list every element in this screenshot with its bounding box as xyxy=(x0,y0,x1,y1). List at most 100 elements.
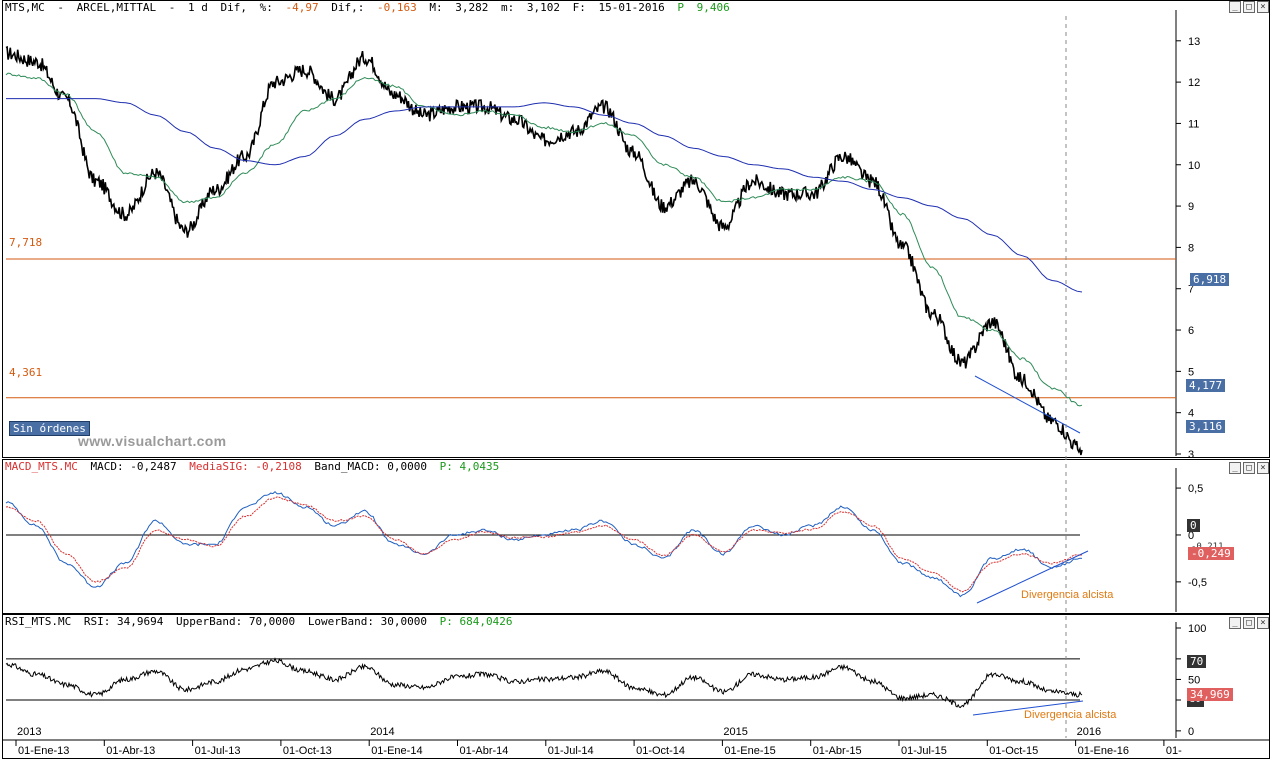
macd-trendline xyxy=(976,550,1089,604)
max-label: M: xyxy=(429,1,443,14)
macd-name: MACD_MTS.MC xyxy=(5,460,78,473)
year-label: 2013 xyxy=(17,726,41,738)
pct-value: -4,97 xyxy=(285,1,319,14)
x-tick-label: 01-Abr-15 xyxy=(813,745,862,757)
minimize-button[interactable]: _ xyxy=(1229,1,1241,13)
rsi-maximize-button[interactable]: □ xyxy=(1243,617,1255,629)
macd-panel[interactable]: MACD_MTS.MC MACD: -0,2487 MediaSIG: -0,2… xyxy=(2,459,1270,614)
y-tick-label: 5 xyxy=(1188,366,1194,378)
level-low-label: 4,361 xyxy=(9,366,43,379)
series-line xyxy=(5,657,1083,709)
series-line xyxy=(5,491,1083,598)
y-tick-label: 10 xyxy=(1188,160,1200,172)
series-line xyxy=(5,496,1083,593)
maximize-button[interactable]: □ xyxy=(1243,1,1255,13)
price-panel[interactable]: MTS,MC - ARCEL,MITTAL - 1 d Dif, %: -4,9… xyxy=(2,0,1270,458)
x-tick-label: 01-Jul-14 xyxy=(548,745,594,757)
p-value: 9,406 xyxy=(696,1,730,14)
interval: 1 d xyxy=(187,1,208,14)
macd-close-button[interactable]: × xyxy=(1257,462,1269,474)
x-tick-label: 01-Abr-13 xyxy=(106,745,155,757)
series-line xyxy=(5,72,1083,407)
y-tick-label: 4 xyxy=(1188,408,1194,420)
x-tick-label: 01-Ene-15 xyxy=(724,745,775,757)
dif2-value: -0,163 xyxy=(376,1,417,14)
rsi-lower: LowerBand: 30,0000 xyxy=(307,615,428,628)
x-tick-label: 01-Oct-14 xyxy=(636,745,685,757)
year-label: 2015 xyxy=(723,726,747,738)
x-tick-label: 01-Abr-14 xyxy=(460,745,509,757)
rsi-minimize-button[interactable]: _ xyxy=(1229,617,1241,629)
y-tick-label: 0 xyxy=(1188,726,1194,738)
macd-divergence-annotation: Divergencia alcista xyxy=(1021,589,1114,601)
max-value: 3,282 xyxy=(455,1,489,14)
x-tick-label: 01-Oct-13 xyxy=(283,745,332,757)
y-tick-label: 7 xyxy=(1188,284,1194,296)
macd-p: P: 4,0435 xyxy=(439,460,500,473)
x-tick-label: 01-Jul-15 xyxy=(901,745,947,757)
y-tick-label: 0 xyxy=(1188,530,1194,542)
tag-ma200: 6,918 xyxy=(1190,273,1230,286)
dif2-label: Dif,: xyxy=(331,1,365,14)
y-tick-label: -0,5 xyxy=(1188,577,1207,589)
x-tick-label: 01-Ene-14 xyxy=(371,745,422,757)
date-value: 15-01-2016 xyxy=(598,1,665,14)
y-tick-label: 3 xyxy=(1188,449,1194,461)
y-tick-label: 100 xyxy=(1188,623,1206,635)
rsi-header: RSI_MTS.MC RSI: 34,9694 UpperBand: 70,00… xyxy=(3,615,519,629)
rsi-upper: UpperBand: 70,0000 xyxy=(175,615,296,628)
watermark: www.visualchart.com xyxy=(78,433,227,449)
tag-macd-val: -0,249 xyxy=(1188,547,1234,560)
dif-label: Dif, xyxy=(220,1,247,14)
sin-ordenes-button[interactable]: Sin órdenes xyxy=(9,421,90,436)
x-tick-label: 01-Ene-13 xyxy=(18,745,69,757)
year-label: 2016 xyxy=(1077,726,1101,738)
date-label: F: xyxy=(572,1,586,14)
rsi-trendline xyxy=(972,700,1084,716)
y-tick-label: 6 xyxy=(1188,325,1194,337)
pct-label: %: xyxy=(259,1,273,14)
macd-value: MACD: -0,2487 xyxy=(90,460,177,473)
rsi-divergence-annotation: Divergencia alcista xyxy=(1024,709,1117,721)
x-tick-label: 01- xyxy=(1166,745,1182,757)
tag-macd-zero: 0 xyxy=(1187,519,1200,532)
y-tick-label: 0,5 xyxy=(1188,483,1203,495)
rsi-name: RSI_MTS.MC xyxy=(5,615,72,628)
macd-header: MACD_MTS.MC MACD: -0,2487 MediaSIG: -0,2… xyxy=(3,460,505,474)
macd-maximize-button[interactable]: □ xyxy=(1243,462,1255,474)
series-line xyxy=(6,98,1083,293)
tag-price: 3,116 xyxy=(1186,420,1226,433)
macd-minimize-button[interactable]: _ xyxy=(1229,462,1241,474)
tag-ma50: 4,177 xyxy=(1186,379,1226,392)
level-high-label: 7,718 xyxy=(9,236,43,249)
y-tick-label: 12 xyxy=(1188,77,1200,89)
y-tick-label: 50 xyxy=(1188,674,1200,686)
tag-rsi-val: 34,969 xyxy=(1187,688,1233,701)
symbol: MTS,MC xyxy=(5,1,45,14)
price-trendline xyxy=(974,375,1081,434)
x-tick-label: 01-Jul-13 xyxy=(195,745,241,757)
year-label: 2014 xyxy=(370,726,394,738)
x-tick-label: 01-Oct-15 xyxy=(989,745,1038,757)
y-tick-label: 9 xyxy=(1188,201,1194,213)
rsi-panel[interactable]: RSI_MTS.MC RSI: 34,9694 UpperBand: 70,00… xyxy=(2,614,1270,759)
x-tick-label: 01-Ene-16 xyxy=(1078,745,1129,757)
close-button[interactable]: × xyxy=(1257,1,1269,13)
rsi-close-button[interactable]: × xyxy=(1257,617,1269,629)
macd-band: Band_MACD: 0,0000 xyxy=(314,460,428,473)
instrument-name: ARCEL,MITTAL xyxy=(76,1,157,14)
p-label: P xyxy=(677,1,684,14)
rsi-p: P: 684,0426 xyxy=(439,615,513,628)
tag-rsi-70: 70 xyxy=(1187,655,1207,668)
y-tick-label: 11 xyxy=(1188,118,1199,130)
rsi-value: RSI: 34,9694 xyxy=(83,615,164,628)
y-tick-label: 13 xyxy=(1188,36,1200,48)
min-label: m: xyxy=(500,1,515,14)
price-header: MTS,MC - ARCEL,MITTAL - 1 d Dif, %: -4,9… xyxy=(5,1,730,14)
y-tick-label: 8 xyxy=(1188,242,1194,254)
macd-signal: MediaSIG: -0,2108 xyxy=(189,460,302,473)
min-value: 3,102 xyxy=(526,1,560,14)
series-line xyxy=(5,45,1083,456)
